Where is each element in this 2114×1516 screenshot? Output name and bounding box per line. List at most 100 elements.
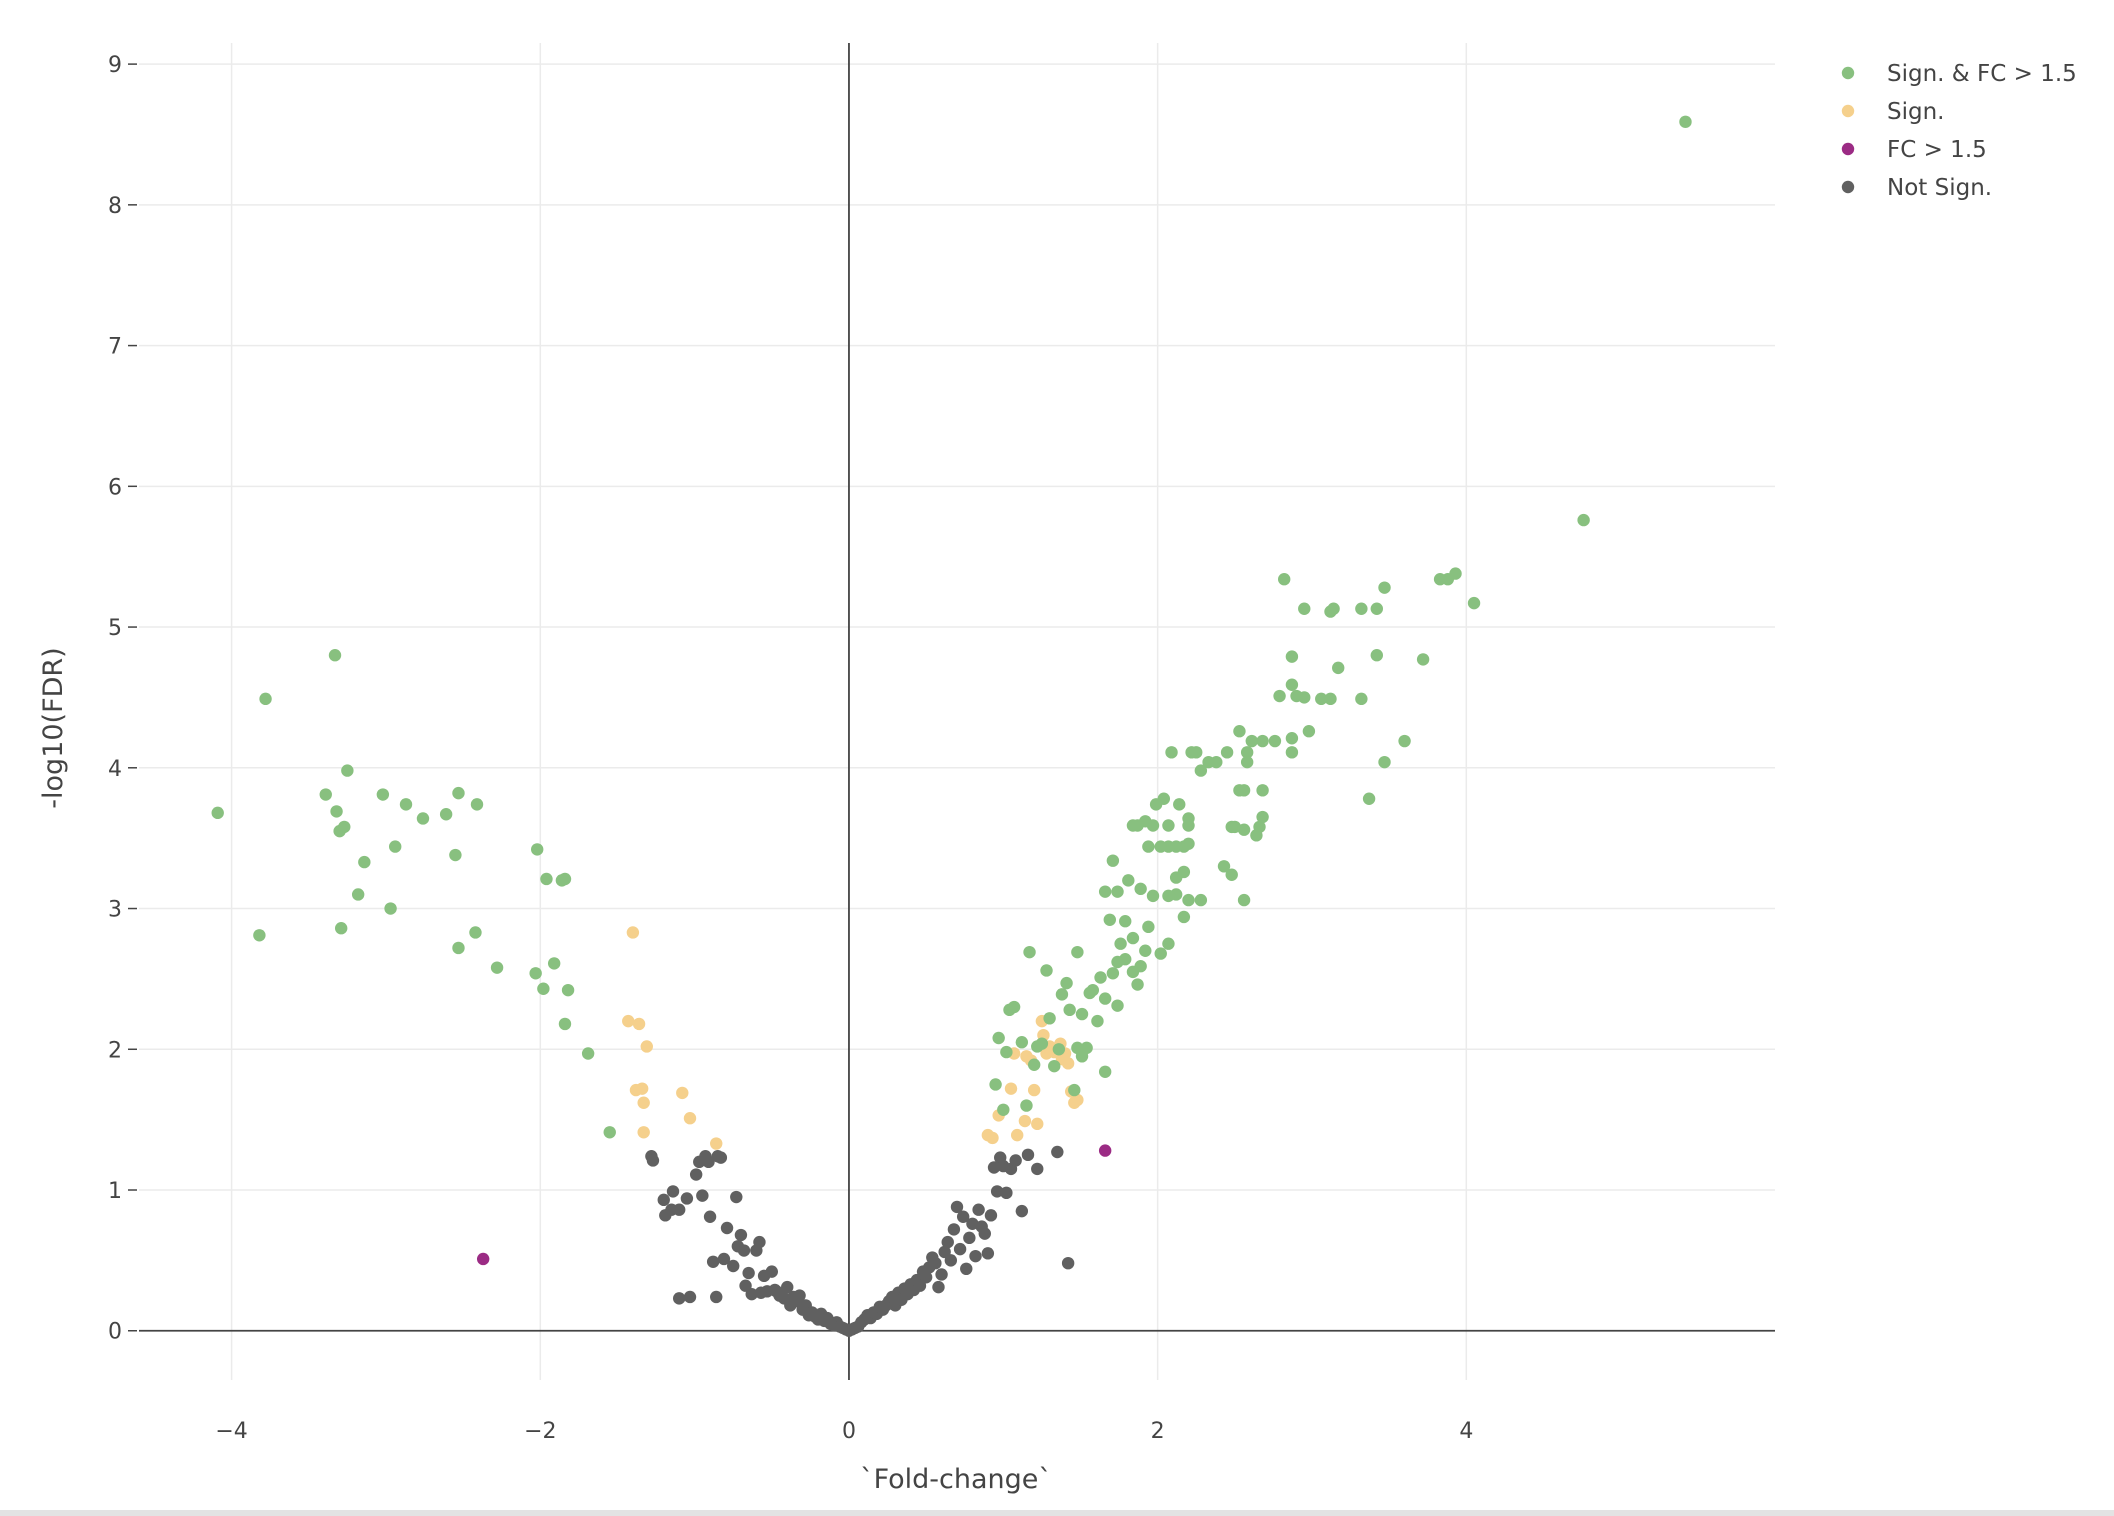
data-point xyxy=(1154,947,1167,960)
data-point xyxy=(1031,1040,1044,1053)
gridlines xyxy=(139,43,1775,1380)
data-point xyxy=(1182,893,1195,907)
legend-label: Not Sign. xyxy=(1887,175,1992,201)
data-point xyxy=(727,1259,740,1273)
data-point xyxy=(603,1126,616,1139)
data-point xyxy=(1015,1204,1029,1218)
legend-label: FC > 1.5 xyxy=(1887,137,1987,163)
data-point xyxy=(389,840,402,853)
data-point xyxy=(1139,944,1152,957)
data-point xyxy=(1362,792,1376,805)
data-point xyxy=(399,798,413,811)
data-point xyxy=(734,1228,748,1242)
data-point xyxy=(657,1193,670,1207)
data-point xyxy=(947,1223,961,1236)
data-point xyxy=(1009,1154,1022,1167)
y-axis-ticks: 0 1 2 3 4 5 6 7 8 9 xyxy=(108,53,137,1345)
series-0 xyxy=(211,115,1692,1139)
data-point xyxy=(376,788,390,801)
data-point xyxy=(1324,605,1337,618)
legend-label: Sign. xyxy=(1887,99,1944,125)
data-point xyxy=(1060,976,1073,990)
data-point xyxy=(1126,819,1140,832)
legend-item[interactable]: FC > 1.5 xyxy=(1841,137,1987,163)
data-point xyxy=(941,1235,954,1249)
x-tick-label: −4 xyxy=(215,1419,247,1444)
data-point xyxy=(1278,573,1291,586)
data-point xyxy=(1169,871,1183,884)
data-point xyxy=(987,1161,1001,1174)
data-point xyxy=(680,1192,694,1205)
data-point xyxy=(963,1231,976,1245)
data-point xyxy=(969,1249,982,1263)
data-point xyxy=(530,843,544,856)
data-point xyxy=(717,1252,731,1266)
data-point xyxy=(1577,513,1590,527)
data-point xyxy=(992,1031,1005,1045)
data-point xyxy=(1370,602,1384,615)
y-tick-label: 6 xyxy=(108,475,122,500)
legend-marker xyxy=(1841,142,1855,156)
data-point xyxy=(1071,945,1084,959)
data-point xyxy=(1182,819,1195,832)
data-point xyxy=(1098,1065,1112,1078)
legend-item[interactable]: Sign. xyxy=(1841,99,1945,125)
legend-item[interactable]: Not Sign. xyxy=(1841,175,1992,201)
data-point xyxy=(1332,661,1345,675)
data-point xyxy=(1020,1099,1033,1112)
data-point xyxy=(1004,1082,1018,1095)
data-point xyxy=(932,1280,945,1294)
y-tick-label: 5 xyxy=(108,616,122,641)
data-point xyxy=(1370,649,1384,662)
data-point xyxy=(1061,1256,1075,1270)
x-tick-label: 0 xyxy=(842,1419,856,1444)
data-point xyxy=(984,1209,998,1222)
data-point xyxy=(490,961,504,974)
data-point xyxy=(1000,1186,1013,1200)
data-point xyxy=(1273,689,1286,703)
data-point xyxy=(1055,988,1069,1001)
data-point xyxy=(919,1271,933,1284)
data-points xyxy=(211,115,1692,1337)
data-point xyxy=(944,1254,958,1267)
data-point xyxy=(1194,893,1208,907)
data-point xyxy=(439,808,453,821)
data-point xyxy=(1225,868,1238,881)
data-point xyxy=(1142,840,1155,853)
data-point xyxy=(972,1203,985,1216)
data-point xyxy=(259,692,272,706)
data-point xyxy=(1083,986,1096,1000)
data-point xyxy=(737,1244,751,1257)
data-point xyxy=(537,982,550,995)
data-point xyxy=(997,1103,1010,1116)
data-point xyxy=(1194,764,1208,777)
data-point xyxy=(622,1014,635,1028)
y-tick-label: 3 xyxy=(108,898,122,923)
data-point xyxy=(676,1086,689,1100)
data-point xyxy=(1122,874,1135,887)
data-point xyxy=(1285,746,1299,759)
data-point xyxy=(1173,798,1186,811)
data-point xyxy=(714,1151,728,1164)
data-point xyxy=(358,855,371,869)
data-point xyxy=(1298,602,1311,615)
data-point xyxy=(338,820,351,834)
data-point xyxy=(742,1266,755,1280)
data-point xyxy=(1416,653,1430,666)
data-point xyxy=(334,922,348,935)
data-point xyxy=(683,1112,697,1125)
data-point xyxy=(1398,734,1411,748)
data-point xyxy=(986,1131,999,1145)
legend-label: Sign. & FC > 1.5 xyxy=(1887,61,2077,87)
legend[interactable]: Sign. & FC > 1.5 Sign. FC > 1.5 Not Sign. xyxy=(1841,61,2077,201)
data-point xyxy=(319,788,332,801)
data-point xyxy=(449,848,462,862)
legend-item[interactable]: Sign. & FC > 1.5 xyxy=(1841,61,2077,87)
x-tick-label: −2 xyxy=(524,1419,556,1444)
data-point xyxy=(637,1126,650,1139)
y-tick-label: 0 xyxy=(108,1320,122,1345)
data-point xyxy=(1051,1145,1064,1159)
data-point xyxy=(1290,689,1303,703)
data-point xyxy=(1098,1144,1112,1157)
